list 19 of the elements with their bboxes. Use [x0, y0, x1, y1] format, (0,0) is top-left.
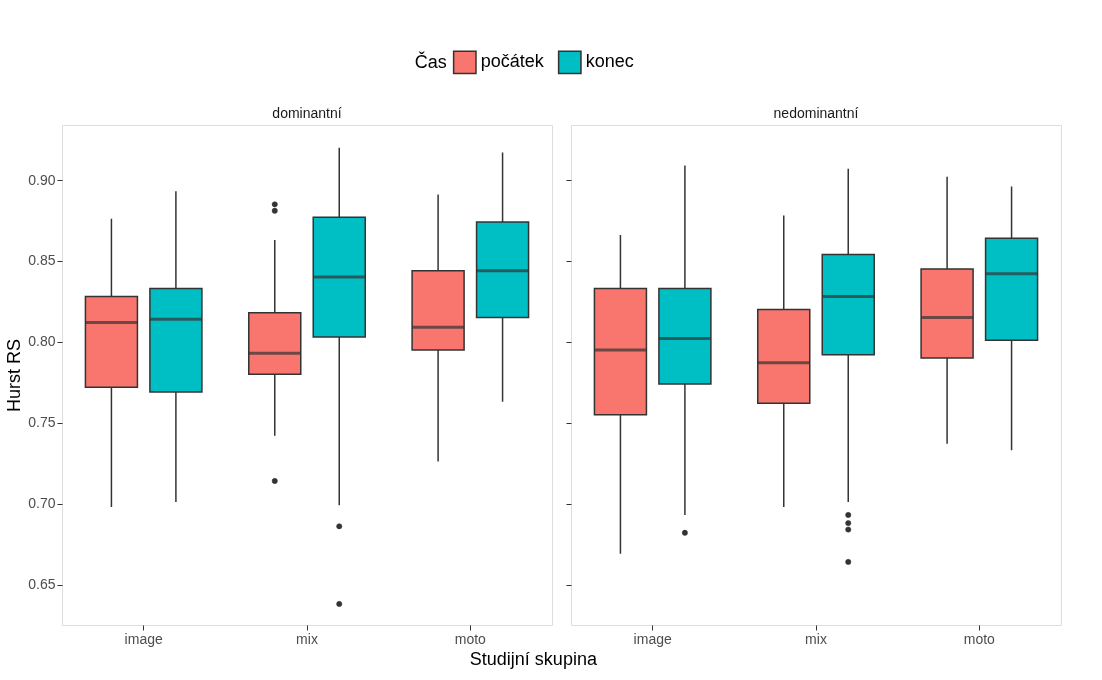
y-tick-label: 0.80 [28, 333, 56, 350]
y-tick-label: 0.70 [28, 495, 56, 512]
x-tick-label: image [124, 630, 163, 647]
chart-title: nedominantní [773, 105, 859, 121]
x-tick-label: mix [296, 630, 318, 647]
x-tick-label: image [633, 630, 672, 647]
x-tick-label: mix [805, 630, 827, 647]
x-tick-label: moto [454, 630, 487, 647]
legend-label: konec [585, 51, 634, 72]
chart-title: dominantní [272, 105, 342, 121]
legend-label: počátek [480, 51, 545, 72]
y-tick-label: 0.90 [28, 171, 56, 188]
y-tick-label: 0.85 [28, 252, 56, 269]
y-tick-label: 0.65 [28, 576, 56, 593]
x-tick-label: moto [963, 630, 996, 647]
legend-title: Čas [414, 51, 447, 72]
y-axis-title: Hurst RS [4, 338, 25, 413]
y-tick-label: 0.75 [28, 414, 56, 431]
x-axis-title: Studijní skupina [469, 648, 598, 669]
